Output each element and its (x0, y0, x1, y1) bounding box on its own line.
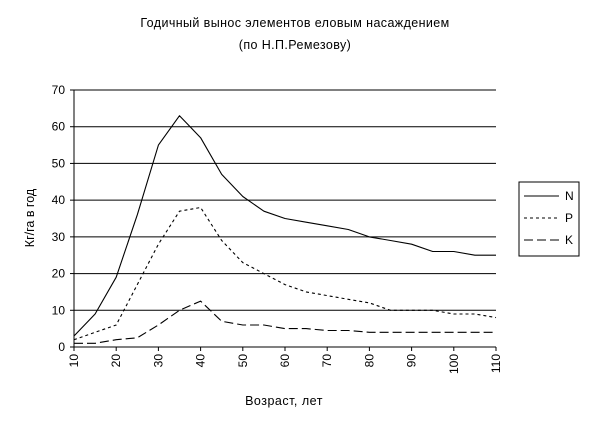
y-tick-label: 10 (52, 303, 66, 317)
x-tick-label: 110 (489, 354, 503, 373)
legend-label-n: N (565, 189, 574, 203)
legend-box (518, 181, 580, 257)
x-tick-label: 100 (447, 354, 461, 374)
legend-label-p: P (565, 211, 573, 225)
series-line-p (73, 206, 497, 341)
axes (70, 89, 497, 351)
series-lines (73, 115, 497, 344)
y-tick-label: 50 (52, 156, 66, 170)
x-tick-label: 80 (362, 354, 376, 368)
y-tick-label: 0 (58, 340, 65, 354)
x-tick-label: 10 (67, 354, 81, 368)
x-tick-label: 50 (236, 354, 250, 368)
y-axis-label: Кг/га в год (23, 188, 37, 247)
y-tick-label: 70 (52, 83, 66, 97)
series-line-n (73, 115, 496, 337)
chart-title: Годичный вынос элементов еловым насажден… (140, 16, 450, 30)
x-tick-label: 70 (320, 354, 334, 368)
x-tick-label: 40 (194, 354, 208, 368)
chart-subtitle: (по Н.П.Ремезову) (238, 38, 352, 52)
legend: NPK (518, 181, 580, 257)
grid-lines (74, 89, 496, 311)
x-axis-label: Возраст, лет (245, 394, 323, 408)
legend-label-k: K (565, 233, 573, 247)
x-tick-label: 60 (278, 354, 292, 368)
y-tick-label: 60 (52, 120, 66, 134)
x-tick-label: 30 (151, 354, 165, 368)
y-tick-label: 40 (52, 193, 66, 207)
x-tick-label: 20 (109, 354, 123, 368)
series-line-k (74, 300, 496, 344)
x-tick-label: 90 (405, 354, 419, 368)
y-tick-label: 20 (52, 267, 66, 281)
y-tick-label: 30 (52, 230, 66, 244)
